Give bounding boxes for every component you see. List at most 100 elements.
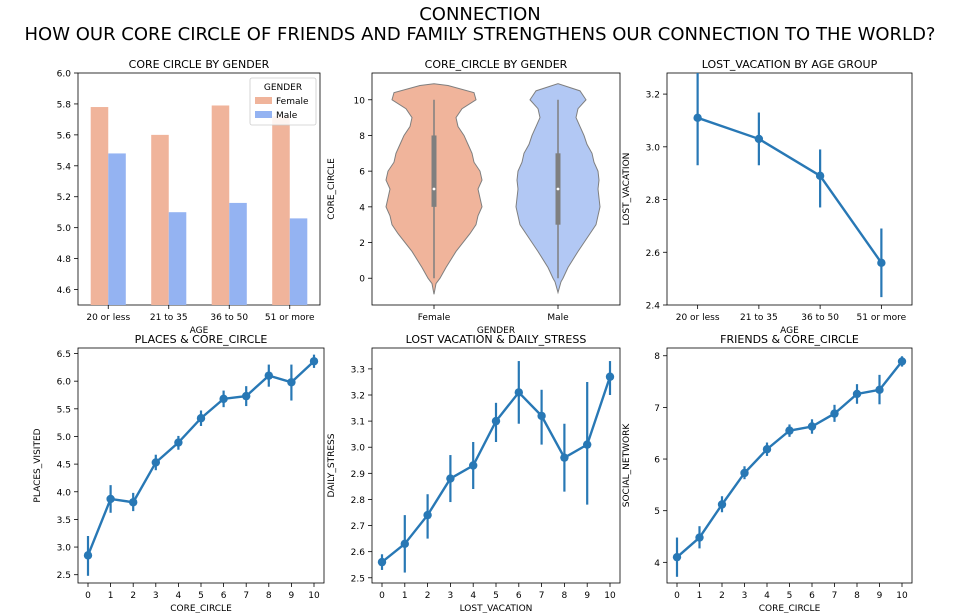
data-point [264, 371, 273, 380]
x-tick-label: 36 to 50 [210, 313, 248, 323]
plot-frame [666, 72, 913, 306]
x-tick-label: 51 or more [857, 313, 907, 323]
x-tick-label: 6 [516, 591, 522, 601]
y-tick-label: 3.5 [57, 516, 71, 526]
subplot-title: LOST VACATION & DAILY_STRESS [406, 333, 587, 346]
figure-subtitle: HOW OUR CORE CIRCLE OF FRIENDS AND FAMIL… [24, 24, 936, 45]
x-tick-label: 0 [379, 591, 385, 601]
plot-frame [77, 72, 321, 306]
data-point [897, 357, 907, 366]
data-point [106, 494, 115, 504]
y-tick-label: 2.6 [351, 548, 366, 558]
y-tick-label: 5.6 [57, 131, 72, 141]
y-tick-label: 4.5 [57, 461, 71, 471]
series-line [697, 116, 883, 264]
bar-female [272, 116, 290, 305]
data-point [583, 440, 592, 449]
data-point [151, 458, 160, 467]
x-tick-label: 1 [402, 591, 408, 601]
y-axis-label: CORE_CIRCLE [327, 158, 337, 220]
bar-female [90, 107, 109, 305]
y-tick-label: 6 [654, 456, 660, 466]
x-tick-label: 5 [493, 591, 499, 601]
data-point [287, 378, 296, 387]
x-axis-label: LOST_VACATION [460, 604, 533, 613]
figure-title: CONNECTION [419, 4, 541, 25]
x-axis-label: GENDER [477, 326, 515, 336]
y-tick-label: 5.2 [57, 193, 71, 203]
data-point [830, 409, 839, 418]
y-tick-label: 2.5 [351, 574, 365, 584]
bar-female [151, 134, 169, 305]
x-tick-label: 3 [742, 591, 748, 601]
y-tick-label: 3.2 [646, 91, 660, 101]
x-tick-label: 2 [719, 591, 725, 601]
y-tick-label: 8 [359, 132, 365, 142]
y-axis-label: DAILY_STRESS [327, 433, 337, 497]
y-tick-label: 2.9 [351, 470, 366, 480]
y-tick-label: 2.5 [57, 571, 71, 581]
data-point [672, 552, 682, 562]
x-tick-label: 0 [674, 591, 680, 601]
x-tick-label: 10 [308, 591, 320, 601]
x-tick-label: 21 to 35 [740, 313, 778, 323]
data-point [693, 113, 702, 123]
y-axis-label: PLACES_VISITED [33, 428, 43, 502]
y-tick-label: 5 [654, 507, 660, 517]
x-tick-label: 9 [584, 591, 590, 601]
x-axis-label: AGE [190, 326, 209, 336]
y-axis-label: SOCIAL_NETWORK [622, 423, 632, 508]
y-tick-label: 6.0 [57, 378, 72, 388]
y-tick-label: 6.0 [57, 70, 72, 80]
x-tick-label: 2 [425, 591, 431, 601]
x-tick-label: 0 [85, 591, 91, 601]
data-point [877, 258, 886, 268]
y-tick-label: 2.6 [646, 249, 661, 259]
bar-male [289, 218, 308, 305]
legend-swatch [255, 97, 272, 104]
x-tick-label: 1 [108, 591, 114, 601]
data-point [219, 394, 228, 404]
y-tick-label: 10 [354, 96, 366, 106]
y-tick-label: 3.0 [57, 544, 72, 554]
x-axis-label: CORE_CIRCLE [759, 604, 821, 613]
data-point [469, 461, 478, 470]
subplot-title: PLACES & CORE_CIRCLE [135, 333, 268, 346]
x-tick-label: 5 [787, 591, 793, 601]
x-axis-label: CORE_CIRCLE [170, 604, 232, 613]
y-tick-label: 2.8 [646, 196, 661, 206]
plot-frame [371, 347, 621, 584]
x-tick-label: 10 [896, 591, 908, 601]
x-tick-label: 9 [289, 591, 295, 601]
data-point [695, 533, 704, 542]
bar-male [229, 202, 247, 305]
data-point [537, 411, 546, 421]
legend-label: Female [276, 97, 309, 107]
y-tick-label: 3.2 [351, 392, 365, 402]
x-tick-label: 51 or more [265, 313, 315, 323]
y-tick-label: 3.0 [646, 143, 661, 153]
y-axis-label: LOST_VACATION [622, 153, 632, 226]
x-tick-label: Male [547, 313, 569, 323]
x-tick-label: 3 [153, 591, 159, 601]
data-point [514, 388, 523, 397]
x-tick-label: 7 [243, 591, 249, 601]
data-point [754, 134, 764, 144]
data-point [83, 551, 93, 560]
y-tick-label: 6.5 [57, 350, 71, 360]
y-tick-label: 2.4 [646, 302, 661, 312]
plot-frame [666, 347, 913, 584]
legend-swatch [255, 111, 272, 118]
data-point [446, 474, 455, 483]
x-tick-label: Female [418, 313, 451, 323]
y-tick-label: 8 [654, 352, 660, 362]
legend-label: Male [276, 111, 298, 121]
y-tick-label: 3.0 [351, 444, 366, 454]
x-tick-label: 20 or less [86, 313, 130, 323]
x-tick-label: 4 [470, 591, 476, 601]
y-tick-label: 4.6 [57, 286, 72, 296]
data-point [129, 498, 138, 507]
x-tick-label: 7 [832, 591, 838, 601]
y-tick-label: 4.0 [57, 488, 72, 498]
data-point [852, 389, 862, 399]
